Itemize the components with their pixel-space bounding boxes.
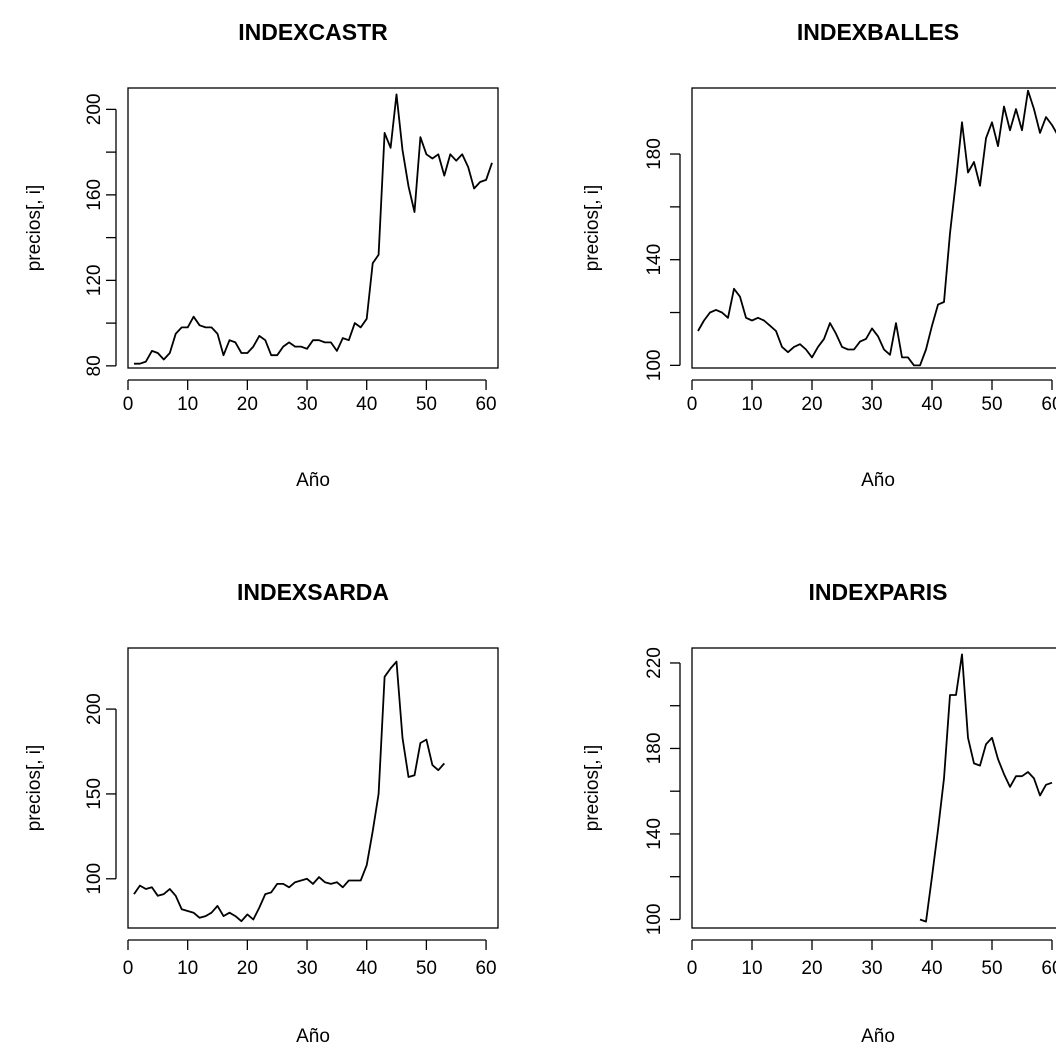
- plot-frame: [127, 87, 499, 369]
- x-tick-label: 50: [981, 394, 1002, 415]
- x-axis-label: Año: [861, 470, 895, 491]
- y-tick-label: 140: [644, 244, 665, 276]
- x-tick-label: 20: [801, 394, 822, 415]
- x-tick-label: 0: [687, 394, 698, 415]
- y-axis-label: precios[, i]: [582, 745, 603, 832]
- y-tick-label: 120: [84, 265, 105, 297]
- y-tick-label: 160: [84, 179, 105, 211]
- x-tick-label: 50: [981, 958, 1002, 979]
- chart-title: INDEXPARIS: [809, 579, 948, 605]
- x-tick-label: 0: [123, 958, 134, 979]
- y-tick-label: 220: [644, 647, 665, 679]
- series-line: [919, 653, 1053, 923]
- y-axis-label: precios[, i]: [24, 745, 45, 832]
- plot-frame: [691, 87, 1056, 369]
- x-tick-label: 30: [296, 394, 317, 415]
- y-axis-label: precios[, i]: [24, 185, 45, 272]
- x-axis-label: Año: [296, 1026, 330, 1047]
- plot-frame: [127, 647, 499, 929]
- x-tick-label: 10: [741, 394, 762, 415]
- x-tick-label: 20: [801, 958, 822, 979]
- x-tick-label: 60: [475, 394, 496, 415]
- x-tick-label: 40: [921, 394, 942, 415]
- x-axis-label: Año: [861, 1026, 895, 1047]
- x-tick-label: 30: [861, 958, 882, 979]
- series-line: [134, 93, 493, 365]
- y-tick-label: 200: [84, 94, 105, 126]
- x-tick-label: 0: [687, 958, 698, 979]
- x-tick-label: 60: [1041, 958, 1056, 979]
- x-tick-label: 30: [296, 958, 317, 979]
- x-tick-label: 40: [356, 958, 377, 979]
- y-tick-label: 80: [84, 355, 105, 376]
- x-tick-label: 20: [237, 394, 258, 415]
- x-tick-label: 60: [1041, 394, 1056, 415]
- x-tick-label: 0: [123, 394, 134, 415]
- x-tick-label: 50: [416, 394, 437, 415]
- chart-title: INDEXSARDA: [237, 579, 389, 605]
- series-line: [697, 89, 1056, 367]
- x-tick-label: 10: [177, 958, 198, 979]
- y-tick-label: 100: [84, 863, 105, 895]
- y-tick-label: 100: [644, 904, 665, 936]
- x-tick-label: 40: [356, 394, 377, 415]
- x-tick-label: 50: [416, 958, 437, 979]
- chart-panel-3: INDEXSARDA 0 10 20 30 40 50 60 Año 100 150 200 preci…: [24, 579, 499, 1047]
- series-line: [133, 660, 445, 923]
- y-tick-label: 100: [644, 350, 665, 382]
- x-tick-label: 20: [237, 958, 258, 979]
- x-tick-label: 60: [475, 958, 496, 979]
- chart-panel-2: INDEXBALLES 0 10 20 30 40 50 60 Año 100 140 180 prec…: [582, 19, 1056, 491]
- y-tick-label: 140: [644, 818, 665, 850]
- y-tick-label: 180: [644, 733, 665, 765]
- x-tick-label: 10: [741, 958, 762, 979]
- x-tick-label: 40: [921, 958, 942, 979]
- x-tick-label: 10: [177, 394, 198, 415]
- chart-panel-1: INDEXCASTR 0 10 20 30 40 50 60 Año 80 120 160 200 pre…: [24, 19, 499, 491]
- chart-title: INDEXBALLES: [797, 19, 959, 45]
- y-tick-label: 200: [84, 693, 105, 725]
- y-axis-label: precios[, i]: [582, 185, 603, 272]
- chart-title: INDEXCASTR: [238, 19, 388, 45]
- x-axis-label: Año: [296, 470, 330, 491]
- chart-panel-4: INDEXPARIS 0 10 20 30 40 50 60 Año 100 140 180 220 pr…: [582, 579, 1056, 1047]
- plot-frame: [691, 647, 1056, 929]
- y-tick-label: 180: [644, 138, 665, 170]
- y-tick-label: 150: [84, 778, 105, 810]
- x-tick-label: 30: [861, 394, 882, 415]
